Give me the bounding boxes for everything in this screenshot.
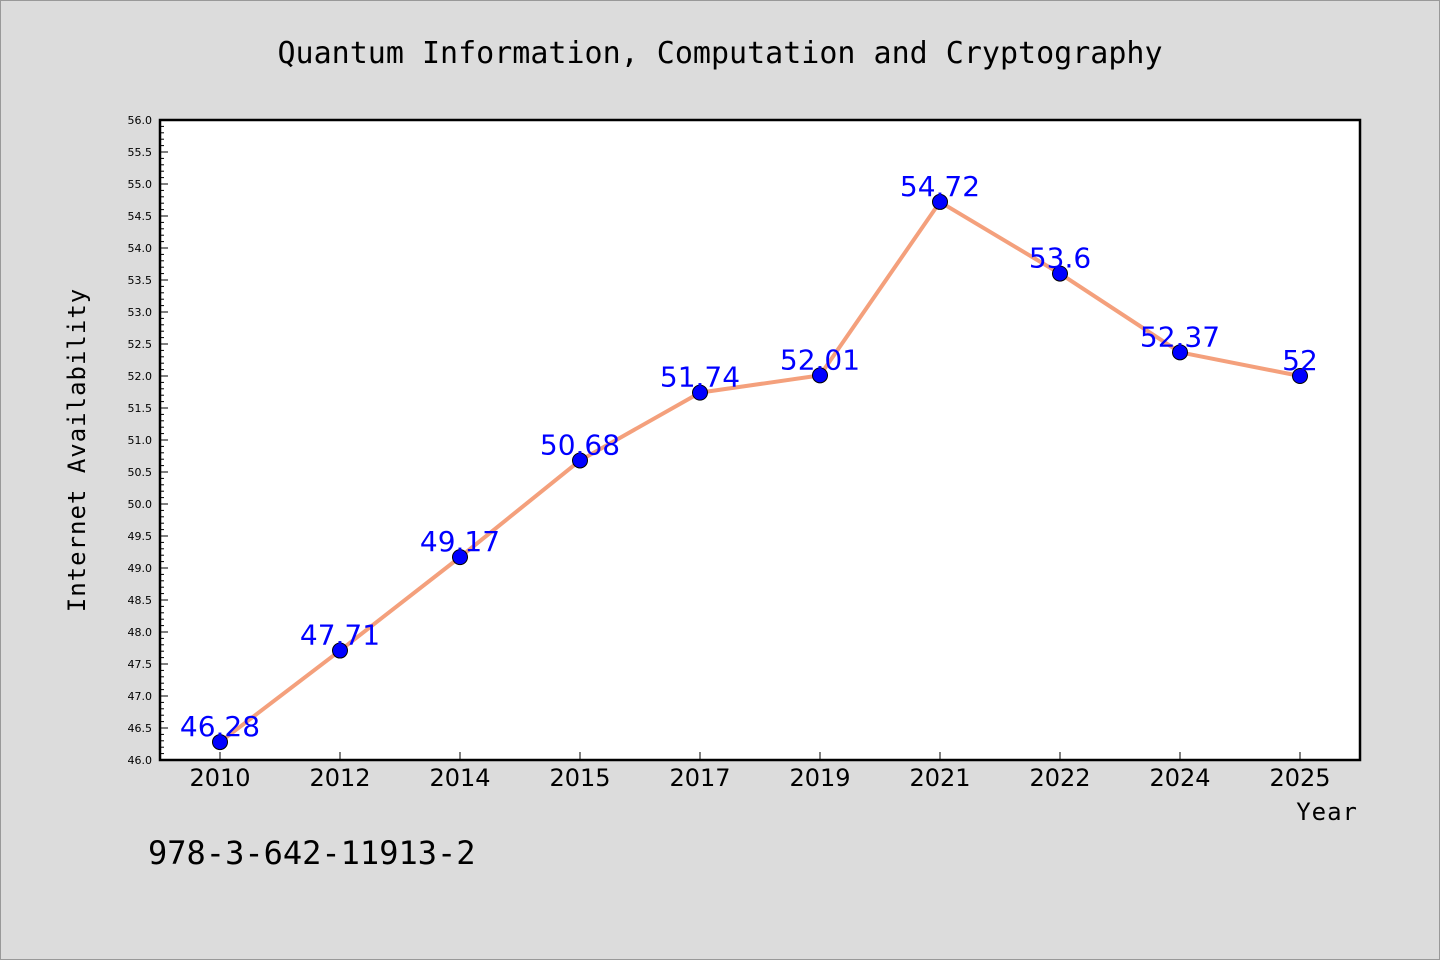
- y-tick-label: 47.0: [128, 690, 153, 703]
- y-tick-label: 49.5: [128, 530, 153, 543]
- x-tick-label: 2025: [1269, 764, 1330, 792]
- data-point: [932, 193, 948, 210]
- y-tick-label: 53.0: [128, 306, 153, 319]
- x-tick-label: 2021: [909, 764, 970, 792]
- data-point: [1172, 344, 1188, 361]
- y-tick-label: 56.0: [128, 114, 153, 127]
- data-label: 52: [1282, 344, 1318, 377]
- y-tick-label: 49.0: [128, 562, 153, 575]
- data-point: [692, 384, 708, 401]
- data-label: 50.68: [540, 428, 620, 461]
- y-tick-label: 54.0: [128, 242, 153, 255]
- data-labels: 46.28 47.71 49.17 50.68 51.74 52.01 54.72 53.6 5…: [180, 170, 1318, 743]
- data-label: 46.28: [180, 710, 260, 743]
- y-tick-label: 54.5: [128, 210, 153, 223]
- y-tick-label: 50.5: [128, 466, 153, 479]
- y-tick-label: 46.0: [128, 754, 153, 767]
- series-markers: [212, 193, 1308, 751]
- y-tick-label: 52.5: [128, 338, 153, 351]
- data-label: 52.01: [780, 343, 860, 376]
- y-tick-label: 53.5: [128, 274, 153, 287]
- data-point: [1052, 265, 1068, 282]
- x-tick-label: 2017: [669, 764, 730, 792]
- data-point: [1292, 368, 1308, 384]
- y-axis: 46.0 46.5 47.0 47.5 48.0 48.5 49.0 49.5 50.0 50.5…: [128, 114, 168, 767]
- x-tick-label: 2022: [1029, 764, 1090, 792]
- y-tick-label: 48.5: [128, 594, 153, 607]
- x-tick-label: 2015: [549, 764, 610, 792]
- y-tick-label: 48.0: [128, 626, 153, 639]
- x-axis-label: Year: [1296, 798, 1358, 826]
- footer-isbn: 978-3-642-11913-2: [148, 834, 476, 872]
- data-label: 47.71: [300, 619, 380, 652]
- y-tick-label: 51.0: [128, 434, 153, 447]
- data-label: 51.74: [660, 361, 740, 394]
- data-label: 52.37: [1140, 320, 1220, 353]
- data-point: [332, 642, 348, 659]
- y-tick-label: 55.0: [128, 178, 153, 191]
- x-tick-label: 2024: [1149, 764, 1210, 792]
- data-point: [572, 452, 588, 469]
- y-tick-label: 47.5: [128, 658, 153, 671]
- x-axis: 2010 2012 2014 2015 2017 2019 2021 2022 2024 2025: [189, 752, 1331, 792]
- chart-title: Quantum Information, Computation and Cry…: [277, 36, 1162, 71]
- data-label: 49.17: [420, 525, 500, 558]
- x-tick-label: 2014: [429, 764, 490, 792]
- x-tick-label: 2019: [789, 764, 850, 792]
- y-tick-label: 46.5: [128, 722, 153, 735]
- plot-area: [158, 118, 1362, 762]
- data-label: 54.72: [900, 170, 980, 203]
- y-tick-label: 55.5: [128, 146, 153, 159]
- series-line: [218, 199, 1301, 744]
- data-point: [812, 367, 828, 384]
- x-tick-label: 2012: [309, 764, 370, 792]
- y-tick-label: 51.5: [128, 402, 153, 415]
- y-tick-label: 50.0: [128, 498, 153, 511]
- y-tick-label: 52.0: [128, 370, 153, 383]
- data-point: [212, 734, 228, 751]
- y-axis-label: Internet Availability: [63, 288, 91, 612]
- x-tick-label: 2010: [189, 764, 250, 792]
- data-point: [452, 549, 468, 566]
- data-label: 53.6: [1029, 242, 1091, 275]
